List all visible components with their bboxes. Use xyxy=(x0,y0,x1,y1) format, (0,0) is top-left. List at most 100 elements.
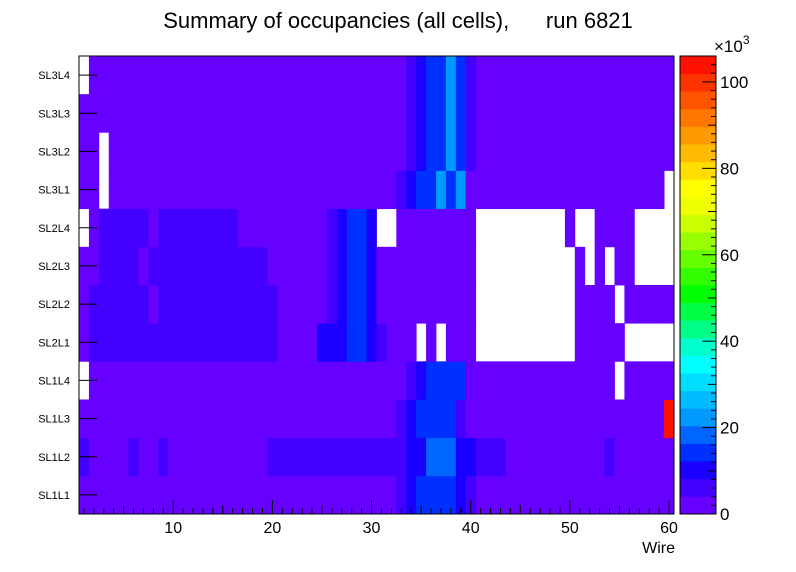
heatmap-cell xyxy=(128,94,139,133)
heatmap-cell xyxy=(257,285,268,324)
heatmap-cell xyxy=(118,399,129,439)
heatmap-cell xyxy=(207,285,219,324)
heatmap-cell xyxy=(594,56,605,95)
heatmap-cell xyxy=(545,56,556,95)
heatmap-cell xyxy=(287,132,298,171)
heatmap-cell xyxy=(118,94,129,133)
heatmap-cell xyxy=(178,437,189,477)
heatmap-cell xyxy=(376,170,387,210)
heatmap-cell xyxy=(267,246,278,286)
heatmap-cell xyxy=(336,246,348,286)
heatmap-cell xyxy=(297,132,308,171)
heatmap-cell xyxy=(217,361,229,400)
heatmap-cell xyxy=(366,323,377,362)
heatmap-cell xyxy=(317,285,328,324)
heatmap-cell xyxy=(614,475,625,515)
heatmap-cell xyxy=(426,170,437,210)
heatmap-cell xyxy=(158,437,169,477)
heatmap-cell xyxy=(584,56,596,95)
heatmap-cell xyxy=(624,246,635,286)
heatmap-cell xyxy=(227,475,239,515)
heatmap-cell xyxy=(217,170,229,210)
color-scale-tick-label: 60 xyxy=(720,246,739,265)
heatmap-cell xyxy=(138,94,149,133)
heatmap-cell xyxy=(426,285,437,324)
heatmap-cell xyxy=(634,475,645,515)
heatmap-cell xyxy=(237,170,248,210)
heatmap-cell xyxy=(594,323,605,362)
heatmap-cell xyxy=(118,361,129,400)
heatmap-cell xyxy=(614,132,625,171)
heatmap-cell xyxy=(168,170,179,210)
heatmap-cell xyxy=(406,285,417,324)
heatmap-cell xyxy=(604,437,615,477)
heatmap-cell xyxy=(346,323,358,362)
heatmap-cell xyxy=(475,437,486,477)
heatmap-cell xyxy=(426,361,437,400)
heatmap-cell xyxy=(594,94,605,133)
heatmap-cell xyxy=(237,208,248,248)
heatmap-cell xyxy=(128,285,139,324)
heatmap-cell xyxy=(654,399,665,439)
heatmap-cell xyxy=(525,94,536,133)
heatmap-cell xyxy=(128,208,139,248)
heatmap-cell xyxy=(515,361,526,400)
chart-title-run: run 6821 xyxy=(545,8,633,33)
heatmap-cell xyxy=(594,475,605,515)
heatmap-cell xyxy=(188,399,199,439)
heatmap-cell xyxy=(574,132,586,171)
color-scale-swatch xyxy=(680,302,716,321)
heatmap-cell xyxy=(356,323,367,362)
heatmap-cell xyxy=(465,399,477,439)
heatmap-cell xyxy=(376,56,387,95)
heatmap-cell xyxy=(356,170,367,210)
heatmap-cell xyxy=(485,132,496,171)
color-scale-swatch xyxy=(680,496,716,515)
y-tick-label: SL2L4 xyxy=(38,223,70,235)
heatmap-cell xyxy=(158,246,169,286)
heatmap-cell xyxy=(287,246,298,286)
heatmap-cell xyxy=(277,361,288,400)
heatmap-cell xyxy=(297,56,308,95)
color-scale-swatch xyxy=(680,478,716,497)
heatmap-cell xyxy=(247,323,258,362)
heatmap-cell xyxy=(594,361,605,400)
heatmap-cell xyxy=(138,285,149,324)
heatmap-cell xyxy=(317,132,328,171)
heatmap-cell xyxy=(664,285,675,324)
heatmap-cell xyxy=(455,399,467,439)
heatmap-cell xyxy=(207,323,219,362)
heatmap-cell xyxy=(555,475,566,515)
heatmap-cell xyxy=(455,132,467,171)
heatmap-cell xyxy=(317,361,328,400)
heatmap-cell xyxy=(455,170,467,210)
color-scale-swatch xyxy=(680,320,716,339)
heatmap-cell xyxy=(227,437,239,477)
heatmap-cell xyxy=(416,208,427,248)
heatmap-cell xyxy=(436,437,447,477)
heatmap-cell xyxy=(426,94,437,133)
heatmap-cell xyxy=(624,94,635,133)
color-scale-swatch xyxy=(680,73,716,92)
heatmap-cell xyxy=(604,475,615,515)
heatmap-cell xyxy=(495,399,506,439)
heatmap-cell xyxy=(406,399,417,439)
heatmap-cell xyxy=(237,475,248,515)
heatmap-cell xyxy=(455,361,467,400)
heatmap-cell xyxy=(297,323,308,362)
heatmap-cell xyxy=(664,132,675,171)
heatmap-cell xyxy=(455,437,467,477)
heatmap-cell xyxy=(495,170,506,210)
heatmap-cell xyxy=(98,361,110,400)
heatmap-cell xyxy=(664,399,675,439)
heatmap-cell xyxy=(584,132,596,171)
heatmap-cell xyxy=(108,132,120,171)
heatmap-cell xyxy=(307,56,318,95)
heatmap-cell xyxy=(98,208,110,248)
heatmap-cell xyxy=(465,56,477,95)
heatmap-cell xyxy=(247,285,258,324)
heatmap-cell xyxy=(396,170,407,210)
heatmap-cell xyxy=(108,323,120,362)
heatmap-cell xyxy=(634,132,645,171)
heatmap-cell xyxy=(604,94,615,133)
